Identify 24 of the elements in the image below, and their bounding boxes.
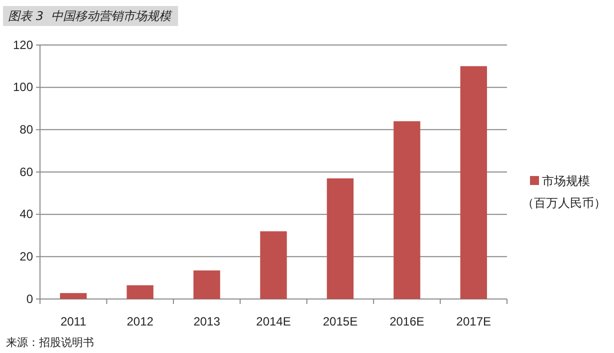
bar — [394, 121, 420, 299]
source-note: 来源：招股说明书 — [6, 336, 94, 349]
y-tick-label: 0 — [26, 292, 34, 306]
bar — [260, 231, 287, 299]
x-tick-label: 2017E — [456, 314, 491, 329]
bar — [326, 178, 354, 299]
y-tick-label: 80 — [20, 122, 34, 137]
bar — [126, 285, 154, 299]
bar — [60, 293, 87, 299]
x-tick-label: 2014E — [256, 314, 291, 329]
chart-title: 图表 3 中国移动营销市场规模 — [8, 9, 174, 23]
legend-label: 市场规模（百万人民币） — [522, 174, 606, 210]
y-tick-label: 20 — [20, 250, 34, 264]
x-tick-label: 2012 — [126, 314, 154, 329]
x-tick-label: 2015E — [322, 314, 358, 329]
y-tick-label: 40 — [20, 207, 34, 222]
x-tick-label: 2011 — [60, 314, 87, 329]
x-tick-label: 2016E — [390, 314, 424, 329]
y-tick-label: 120 — [12, 38, 34, 52]
x-tick-label: 2013 — [193, 314, 220, 329]
bar — [193, 270, 220, 299]
bar — [460, 66, 487, 299]
y-tick-label: 100 — [12, 80, 34, 94]
y-tick-label: 60 — [20, 164, 34, 179]
